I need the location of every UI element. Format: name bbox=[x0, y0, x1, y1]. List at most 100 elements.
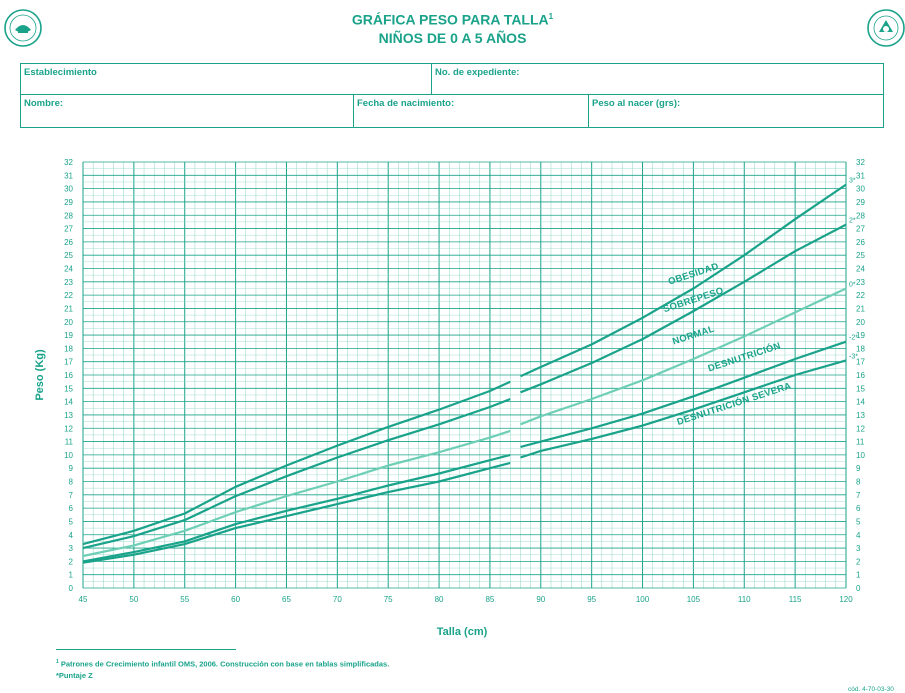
y-tick-label-left: 26 bbox=[64, 238, 73, 247]
y-tick-label-left: 18 bbox=[64, 344, 73, 353]
y-tick-label-right: 19 bbox=[856, 331, 865, 340]
footnote-2-text: *Puntaje Z bbox=[56, 671, 93, 680]
y-tick-label-left: 28 bbox=[64, 211, 73, 220]
footnote-rule bbox=[56, 649, 236, 650]
y-tick-label-left: 9 bbox=[69, 464, 74, 473]
y-tick-label-left: 6 bbox=[69, 504, 74, 513]
y-tick-label-right: 25 bbox=[856, 251, 865, 260]
form-row-1: Establecimiento No. de expediente: bbox=[21, 64, 883, 95]
y-tick-label-right: 13 bbox=[856, 411, 865, 420]
y-tick-label-right: 22 bbox=[856, 291, 865, 300]
y-tick-label-right: 4 bbox=[856, 531, 861, 540]
y-tick-label-left: 7 bbox=[69, 491, 74, 500]
curve-line bbox=[520, 287, 847, 426]
x-tick-label: 105 bbox=[687, 595, 701, 604]
y-tick-label-left: 20 bbox=[64, 318, 73, 327]
y-tick-label-right: 6 bbox=[856, 504, 861, 513]
fecha-nacimiento-field[interactable]: Fecha de nacimiento: bbox=[353, 95, 588, 128]
chart-curves: 3* 2* 0* -2* -3* bbox=[82, 178, 858, 564]
y-tick-label-right: 23 bbox=[856, 278, 865, 287]
y-tick-label-right: 1 bbox=[856, 571, 861, 580]
chart-grid bbox=[82, 161, 847, 589]
curve-line bbox=[520, 359, 847, 459]
x-tick-label: 100 bbox=[636, 595, 650, 604]
y-tick-label-left: 14 bbox=[64, 398, 73, 407]
y-tick-label-left: 11 bbox=[65, 438, 74, 447]
y-tick-label-right: 17 bbox=[856, 358, 865, 367]
x-tick-label: 120 bbox=[839, 595, 853, 604]
y-tick-label-left: 21 bbox=[64, 304, 73, 313]
x-tick-label: 110 bbox=[738, 595, 751, 604]
y-tick-label-right: 32 bbox=[856, 158, 865, 167]
y-tick-label-left: 24 bbox=[64, 265, 73, 274]
y-tick-label-left: 0 bbox=[69, 584, 74, 593]
footnote-1-mark: 1 bbox=[56, 659, 59, 665]
curve-label: -3* bbox=[849, 353, 858, 360]
y-axis-label: Peso (Kg) bbox=[34, 349, 46, 401]
y-tick-label-right: 10 bbox=[856, 451, 865, 460]
nombre-field[interactable]: Nombre: bbox=[21, 95, 353, 128]
curve-label: 2* bbox=[849, 218, 856, 225]
y-tick-label-left: 17 bbox=[64, 358, 73, 367]
y-tick-label-right: 7 bbox=[856, 491, 861, 500]
seguro-social-seal-icon bbox=[4, 9, 42, 47]
x-axis-label: Talla (cm) bbox=[437, 626, 488, 638]
y-tick-label-right: 30 bbox=[856, 185, 865, 194]
establecimiento-field[interactable]: Establecimiento bbox=[21, 64, 431, 94]
x-tick-label: 45 bbox=[79, 595, 88, 604]
x-tick-label: 70 bbox=[333, 595, 342, 604]
y-tick-label-right: 31 bbox=[856, 171, 865, 180]
peso-nacer-field[interactable]: Peso al nacer (grs): bbox=[588, 95, 885, 128]
y-tick-label-left: 30 bbox=[64, 185, 73, 194]
y-tick-label-right: 0 bbox=[856, 584, 861, 593]
organization-seal-icon bbox=[867, 9, 905, 47]
x-tick-label: 50 bbox=[129, 595, 138, 604]
y-tick-label-left: 12 bbox=[64, 424, 73, 433]
y-tick-label-left: 5 bbox=[69, 517, 74, 526]
y-tick-label-left: 16 bbox=[64, 371, 73, 380]
establecimiento-label: Establecimiento bbox=[24, 67, 97, 78]
x-tick-label: 85 bbox=[485, 595, 494, 604]
fecha-nacimiento-label: Fecha de nacimiento: bbox=[357, 98, 455, 109]
y-tick-label-right: 16 bbox=[856, 371, 865, 380]
y-tick-label-left: 13 bbox=[64, 411, 73, 420]
y-tick-label-right: 21 bbox=[856, 304, 865, 313]
x-tick-label: 115 bbox=[789, 595, 802, 604]
y-tick-label-left: 4 bbox=[69, 531, 74, 540]
y-tick-label-right: 8 bbox=[856, 478, 861, 487]
x-tick-label: 80 bbox=[435, 595, 444, 604]
curve-label: 0* bbox=[849, 281, 856, 288]
form-row-2: Nombre: Fecha de nacimiento: Peso al nac… bbox=[21, 95, 883, 128]
y-tick-label-left: 10 bbox=[64, 451, 73, 460]
y-tick-label-right: 5 bbox=[856, 517, 861, 526]
y-tick-label-right: 29 bbox=[856, 198, 865, 207]
x-tick-label: 60 bbox=[231, 595, 240, 604]
curve-line bbox=[520, 340, 847, 448]
expediente-field[interactable]: No. de expediente: bbox=[431, 64, 885, 94]
x-tick-label: 75 bbox=[384, 595, 393, 604]
x-tick-label: 65 bbox=[282, 595, 291, 604]
y-tick-label-right: 26 bbox=[856, 238, 865, 247]
y-tick-label-right: 27 bbox=[856, 225, 865, 234]
footnote-2: *Puntaje Z bbox=[56, 671, 93, 680]
curve-line bbox=[82, 380, 511, 546]
y-tick-label-right: 3 bbox=[856, 544, 861, 553]
nombre-label: Nombre: bbox=[24, 98, 64, 109]
y-tick-label-left: 15 bbox=[64, 384, 73, 393]
y-tick-label-right: 20 bbox=[856, 318, 865, 327]
y-tick-label-left: 32 bbox=[64, 158, 73, 167]
expediente-label: No. de expediente: bbox=[435, 67, 520, 78]
curve-line bbox=[82, 461, 511, 564]
y-tick-label-right: 28 bbox=[856, 211, 865, 220]
y-tick-label-left: 2 bbox=[69, 557, 74, 566]
title-text: GRÁFICA PESO PARA TALLA bbox=[351, 11, 549, 28]
curve-line bbox=[82, 397, 511, 550]
y-tick-label-left: 25 bbox=[64, 251, 73, 260]
curve-label: -2* bbox=[849, 335, 858, 342]
x-tick-label: 95 bbox=[587, 595, 596, 604]
y-tick-label-right: 11 bbox=[856, 438, 865, 447]
y-tick-label-right: 14 bbox=[856, 398, 865, 407]
y-tick-label-left: 27 bbox=[64, 225, 73, 234]
